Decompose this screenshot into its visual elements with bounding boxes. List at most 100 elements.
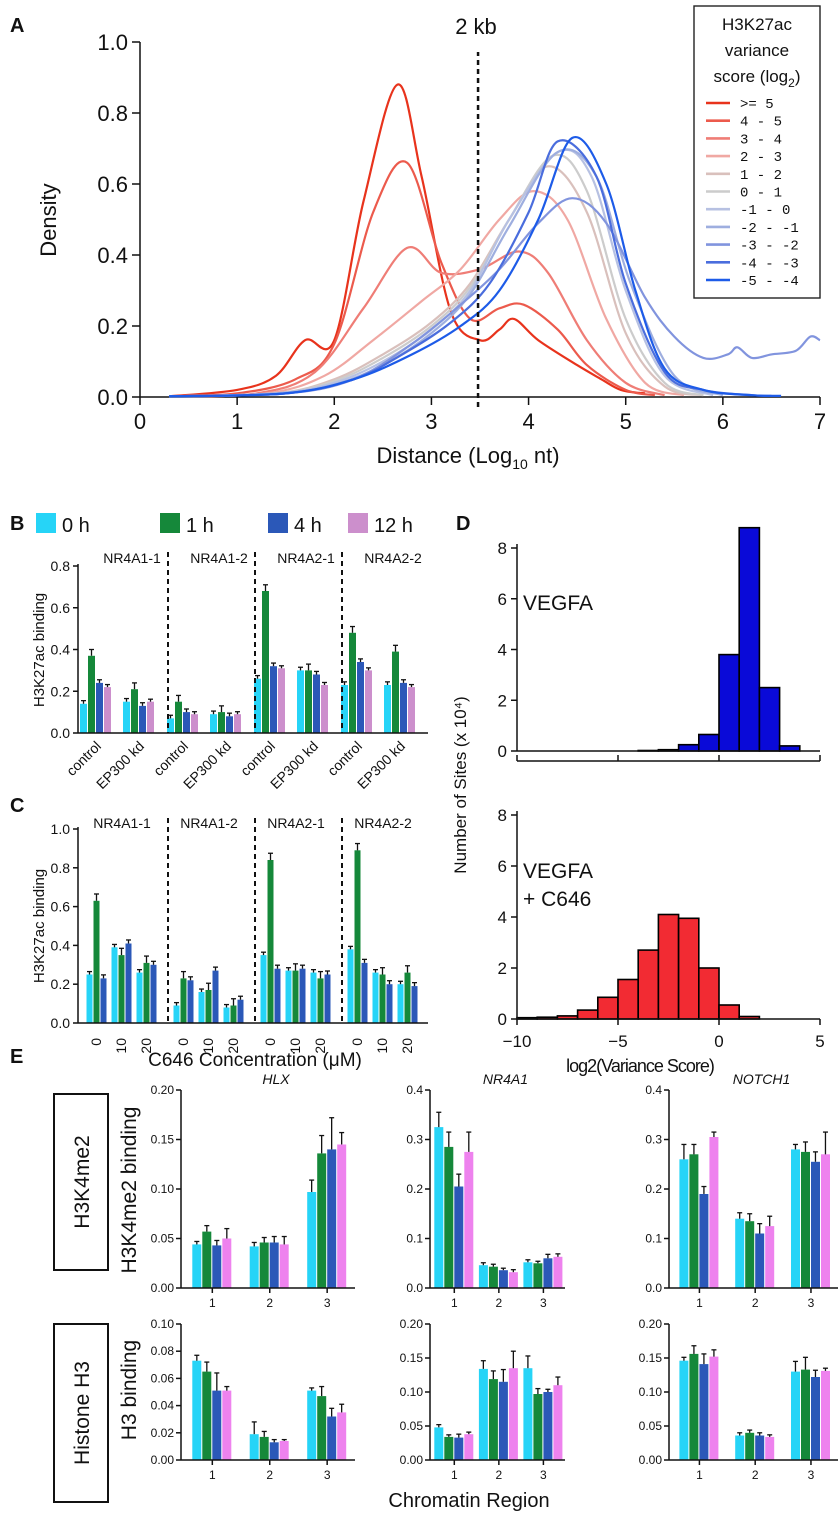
- bar: [324, 974, 331, 1023]
- x-tick-label: 1: [696, 1296, 703, 1310]
- x-tick-label: −5: [608, 1032, 627, 1051]
- y-tick-label: 0.3: [645, 1133, 662, 1147]
- annotation-2kb: 2 kb: [455, 14, 497, 39]
- bar: [765, 1436, 775, 1460]
- bar: [259, 1436, 269, 1460]
- bar: [745, 1221, 755, 1288]
- legend-title-subscript: 2: [788, 76, 795, 90]
- panel-labels: A B C D E: [10, 15, 470, 1068]
- bar: [337, 1412, 347, 1460]
- x-tick-label: 3: [324, 1468, 331, 1482]
- bar: [187, 980, 194, 1023]
- bar: [222, 1238, 232, 1288]
- panel-e-nr4a1-h3k4me2: 0.0 0.1 0.2 0.3 0.4 1 2 3 NR4A1: [406, 1071, 565, 1310]
- bar: [349, 632, 356, 733]
- x-tick-label: 2: [752, 1296, 759, 1310]
- bar: [372, 972, 379, 1023]
- bar: [317, 978, 324, 1023]
- x-tick-label: 1: [231, 409, 243, 434]
- y-tick-label: 0.05: [400, 1419, 424, 1433]
- bar: [212, 970, 219, 1023]
- bar: [327, 1416, 337, 1460]
- x-tick-label: 3: [540, 1296, 547, 1310]
- bar: [735, 1218, 745, 1288]
- x-tick-label: 1: [451, 1468, 458, 1482]
- bar: [689, 1154, 699, 1288]
- panel-label-a: A: [10, 15, 24, 37]
- x-axis-title-subscript: 10: [512, 456, 528, 472]
- x-tick-label: 0: [175, 1038, 191, 1046]
- x-tick-label: 0: [714, 1032, 723, 1051]
- histogram-bar: [677, 917, 700, 1020]
- bar: [679, 1360, 689, 1460]
- bar: [811, 1161, 820, 1288]
- bar: [523, 1368, 533, 1460]
- bar: [279, 1244, 289, 1288]
- bar: [274, 968, 281, 1023]
- bar: [307, 1192, 317, 1288]
- panel-d-histograms: 0 2 4 6 8 VEGFA 0 2 4 6 8 VEGFA + C646 −10 −5 0 5 Number …: [451, 526, 825, 1076]
- y-tick-label: 6: [498, 590, 507, 609]
- bar: [337, 1144, 347, 1288]
- legend-entry: -5 - -4: [740, 274, 799, 290]
- bar: [180, 978, 187, 1023]
- bar: [218, 712, 225, 733]
- y-tick-label: 0.06: [151, 1371, 175, 1385]
- bar: [498, 1381, 508, 1460]
- bar: [317, 1396, 327, 1460]
- panel-label-b: B: [10, 513, 24, 535]
- row-label: Histone H3: [71, 1361, 94, 1465]
- bar: [464, 1434, 474, 1460]
- bar: [801, 1369, 810, 1460]
- bar: [523, 1262, 533, 1288]
- x-tick-label: 10: [287, 1038, 303, 1054]
- group-title: NR4A2-2: [364, 550, 422, 566]
- y-tick-label: 0.2: [51, 976, 71, 992]
- y-tick-label: 0.10: [151, 1317, 175, 1331]
- bar: [230, 1005, 237, 1023]
- legend-label: 1 h: [186, 515, 214, 537]
- bar: [400, 682, 407, 733]
- bar: [305, 670, 312, 733]
- x-tick-label: control: [63, 738, 104, 779]
- bar: [397, 984, 404, 1023]
- bar: [498, 1270, 508, 1288]
- x-tick-label: 1: [209, 1468, 216, 1482]
- bar: [175, 701, 182, 733]
- bar: [478, 1368, 488, 1460]
- y-tick-label: 0.00: [151, 1281, 175, 1295]
- row-label-box: [53, 1323, 109, 1503]
- legend-title-line: score (log2): [714, 67, 801, 90]
- bar: [150, 964, 157, 1023]
- gene-title: NOTCH1: [733, 1071, 791, 1087]
- y-tick-label: 0.2: [51, 683, 71, 699]
- bar: [299, 968, 306, 1023]
- legend-entry: 3 - 4: [740, 132, 782, 148]
- bar: [104, 687, 111, 733]
- bar: [167, 718, 174, 733]
- row-label-box: [53, 1093, 109, 1271]
- bar: [821, 1154, 830, 1288]
- density-line-11: [169, 135, 782, 398]
- legend-swatch: [348, 513, 368, 533]
- x-axis-title: Chromatin Region: [388, 1490, 549, 1512]
- series-label: + C646: [523, 888, 591, 911]
- y-tick-label: 2: [498, 959, 507, 978]
- bar: [86, 974, 93, 1023]
- histogram-bar: [718, 1004, 741, 1020]
- bar: [379, 974, 386, 1023]
- bar: [765, 1226, 775, 1288]
- bar: [139, 705, 146, 733]
- bar: [269, 1242, 279, 1288]
- bar: [147, 701, 154, 733]
- x-tick-label: 3: [425, 409, 437, 434]
- y-tick-label: 0: [498, 742, 507, 761]
- x-tick-label: control: [324, 738, 365, 779]
- bar: [285, 970, 292, 1023]
- bar: [96, 682, 103, 733]
- y-tick-label: 0.20: [400, 1317, 424, 1331]
- bar: [444, 1436, 454, 1460]
- bar: [123, 701, 130, 733]
- bar: [313, 674, 320, 733]
